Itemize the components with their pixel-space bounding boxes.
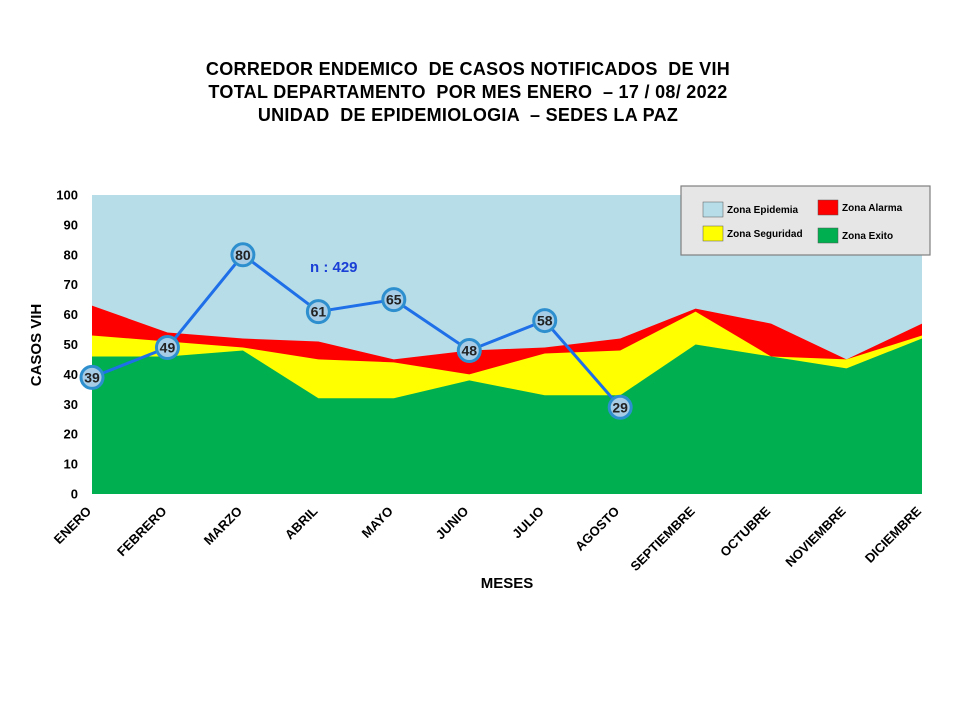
y-tick-label: 100 [56,188,78,203]
y-tick-label: 10 [64,457,78,472]
y-tick-label: 20 [64,427,78,442]
data-label: 58 [537,313,553,329]
data-point [532,308,558,334]
x-tick-label: FEBRERO [114,504,170,560]
legend-label: Zona Alarma [842,203,903,214]
x-tick-label: NOVIEMBRE [782,503,849,570]
data-label: 49 [160,339,176,355]
title-line-2: TOTAL DEPARTAMENTO POR MES ENERO – 17 / … [208,82,728,102]
x-axis: ENERO FEBRERO MARZO ABRIL MAYO JUNIO JULIO AGOS… [51,503,925,592]
x-tick-label: JULIO [509,504,547,542]
x-tick-label: MAYO [359,504,396,541]
x-tick-label: JUNIO [433,504,472,543]
data-label: 29 [612,399,628,415]
y-tick-label: 70 [64,277,78,292]
x-tick-label: AGOSTO [572,504,622,554]
data-point [154,334,180,360]
y-axis-title: CASOS VIH [28,304,45,387]
area-zona-exito [92,338,922,494]
data-label: 39 [84,369,100,385]
y-tick-label: 60 [64,307,78,322]
y-tick-label: 80 [64,247,78,262]
data-point [381,287,407,313]
data-point [79,364,105,390]
title-line-3: UNIDAD DE EPIDEMIOLOGIA – SEDES LA PAZ [257,105,679,125]
data-point [305,299,331,325]
legend-swatch [702,225,724,242]
x-tick-label: DICIEMBRE [862,503,924,565]
chart-title: CORREDOR ENDEMICO DE CASOS NOTIFICADOS D… [0,58,936,127]
cases-line: 39 49 80 61 65 48 58 29 [79,242,633,420]
data-point [456,337,482,363]
y-axis: 0 10 20 30 40 50 60 70 80 90 100 CASOS VIH [28,188,78,502]
legend-swatch [817,227,839,244]
x-tick-label: MARZO [201,504,245,548]
x-tick-label: ABRIL [282,503,321,542]
data-label: 65 [386,292,402,308]
y-tick-label: 40 [64,367,78,382]
data-label: 61 [311,304,327,320]
y-tick-label: 90 [64,217,78,232]
x-tick-label: SEPTIEMBRE [627,503,698,574]
data-point [230,242,256,268]
cases-polyline [91,252,622,409]
y-tick-label: 0 [71,487,78,502]
legend-label: Zona Epidemia [727,205,799,216]
y-tick-label: 30 [64,397,78,412]
x-tick-label: ENERO [51,504,94,547]
annotation-layer: n : 429 [310,259,358,276]
title-line-1: CORREDOR ENDEMICO DE CASOS NOTIFICADOS D… [205,59,731,79]
data-point [607,394,633,420]
legend-label: Zona Exito [842,231,893,242]
legend-label: Zona Seguridad [727,229,803,240]
data-label: 80 [235,247,251,263]
x-tick-label: OCTUBRE [717,503,773,559]
legend: Zona Epidemia Zona Alarma Zona Seguridad Zo… [680,185,931,256]
data-label: 48 [461,342,477,358]
legend-swatch [817,199,839,216]
zone-areas [92,195,922,494]
legend-box [680,185,931,256]
y-tick-label: 50 [64,337,78,352]
case-count-annotation: n : 429 [310,259,358,276]
x-axis-title: MESES [481,575,534,592]
legend-swatch [702,201,724,218]
